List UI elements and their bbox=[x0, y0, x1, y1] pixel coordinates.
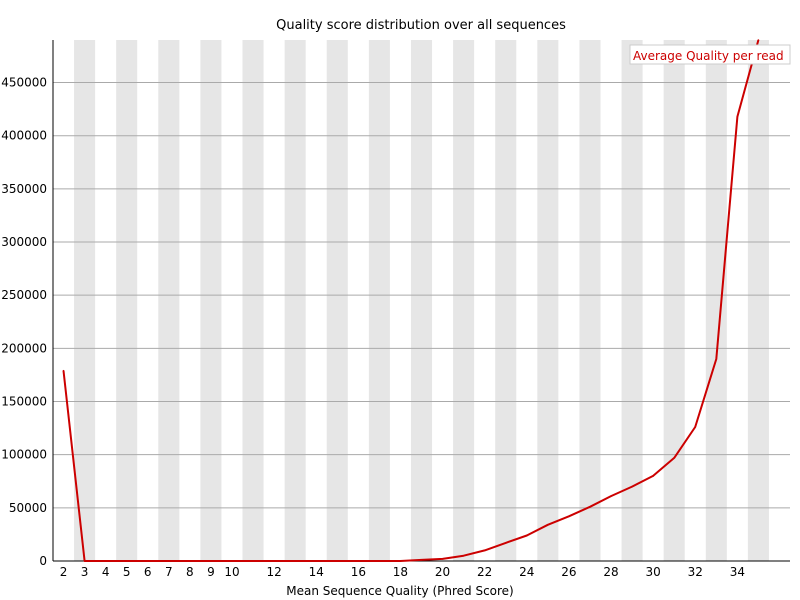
data-point-20 bbox=[441, 558, 444, 560]
data-point-14 bbox=[315, 560, 318, 562]
x-tick-label-8: 8 bbox=[186, 565, 194, 579]
data-point-19 bbox=[420, 559, 423, 561]
x-tick-label-22: 22 bbox=[477, 565, 492, 579]
data-point-16 bbox=[357, 560, 360, 562]
data-point-21 bbox=[462, 554, 465, 557]
data-point-26 bbox=[568, 515, 570, 518]
data-point-4 bbox=[104, 560, 107, 562]
y-tick-label-100000: 100000 bbox=[1, 448, 47, 462]
x-tick-label-34: 34 bbox=[730, 565, 745, 579]
data-point-9 bbox=[210, 560, 212, 562]
chart-title: Quality score distribution over all sequ… bbox=[276, 18, 566, 33]
data-point-7 bbox=[168, 560, 170, 562]
x-tick-labels: 2 3 4 5 6 7 8 9 10 12 14 16 18 20 22 24 26 28 30 32 34 bbox=[60, 565, 745, 579]
y-tick-label-200000: 200000 bbox=[1, 341, 47, 355]
data-point-31 bbox=[673, 457, 675, 459]
band-19 bbox=[410, 40, 433, 561]
x-tick-label-3: 3 bbox=[81, 565, 89, 579]
data-point-17 bbox=[378, 560, 381, 562]
x-tick-label-28: 28 bbox=[603, 565, 618, 579]
x-tick-label-20: 20 bbox=[435, 565, 450, 579]
band-31 bbox=[663, 40, 685, 561]
band-25 bbox=[537, 40, 559, 561]
y-tick-label-250000: 250000 bbox=[1, 288, 47, 302]
x-tick-label-5: 5 bbox=[123, 565, 131, 579]
data-point-3 bbox=[83, 560, 86, 562]
x-tick-label-2: 2 bbox=[60, 565, 68, 579]
band-23 bbox=[495, 40, 517, 561]
data-point-2 bbox=[62, 369, 65, 372]
band-29 bbox=[621, 40, 643, 561]
x-tick-label-9: 9 bbox=[207, 565, 215, 579]
data-point-28 bbox=[610, 495, 612, 497]
data-point-22 bbox=[483, 549, 486, 552]
y-tick-label-450000: 450000 bbox=[1, 76, 47, 90]
band-17 bbox=[368, 40, 390, 561]
x-tick-label-30: 30 bbox=[645, 565, 660, 579]
band-9 bbox=[200, 40, 222, 561]
y-tick-label-300000: 300000 bbox=[1, 235, 47, 249]
data-point-35 bbox=[757, 39, 760, 41]
y-tick-label-350000: 350000 bbox=[1, 182, 47, 196]
x-tick-label-10: 10 bbox=[224, 565, 239, 579]
data-point-30 bbox=[652, 475, 654, 477]
x-tick-label-12: 12 bbox=[266, 565, 281, 579]
data-point-12 bbox=[273, 560, 275, 562]
band-3 bbox=[74, 40, 96, 561]
data-point-34 bbox=[736, 115, 739, 118]
band-7 bbox=[158, 40, 180, 561]
data-point-33 bbox=[715, 358, 718, 360]
band-35 bbox=[747, 40, 769, 561]
data-point-29 bbox=[631, 485, 633, 488]
x-tick-label-14: 14 bbox=[309, 565, 324, 579]
x-tick-label-26: 26 bbox=[561, 565, 576, 579]
data-point-6 bbox=[146, 560, 149, 562]
x-tick-label-24: 24 bbox=[519, 565, 534, 579]
data-point-10 bbox=[231, 560, 233, 562]
x-tick-label-32: 32 bbox=[688, 565, 703, 579]
y-tick-labels: 0 50000 100000 150000 200000 250000 300000 3500… bbox=[1, 76, 47, 568]
x-tick-label-6: 6 bbox=[144, 565, 152, 579]
y-tick-label-50000: 50000 bbox=[9, 501, 47, 515]
band-27 bbox=[579, 40, 601, 561]
data-point-11 bbox=[252, 560, 254, 562]
data-point-25 bbox=[547, 524, 549, 526]
band-15 bbox=[326, 40, 348, 561]
data-point-18 bbox=[399, 560, 402, 562]
data-point-24 bbox=[525, 534, 528, 537]
data-point-5 bbox=[125, 560, 128, 562]
y-tick-label-150000: 150000 bbox=[1, 395, 47, 409]
x-axis-label: Mean Sequence Quality (Phred Score) bbox=[286, 584, 514, 598]
data-point-23 bbox=[504, 542, 507, 544]
data-point-15 bbox=[336, 560, 339, 562]
band-13 bbox=[284, 40, 306, 561]
data-point-27 bbox=[589, 505, 591, 508]
legend-box bbox=[629, 44, 791, 65]
x-tick-label-18: 18 bbox=[393, 565, 408, 579]
x-tick-label-4: 4 bbox=[102, 565, 110, 579]
data-point-32 bbox=[694, 426, 697, 428]
band-5 bbox=[116, 40, 138, 561]
alternating-bands bbox=[74, 40, 769, 561]
band-21 bbox=[453, 40, 475, 561]
legend: Average Quality per read bbox=[629, 44, 791, 65]
horizontal-gridlines bbox=[53, 82, 790, 509]
data-point-13 bbox=[294, 560, 296, 562]
y-tick-label-0: 0 bbox=[39, 554, 47, 568]
series-lines bbox=[62, 39, 760, 562]
band-11 bbox=[242, 40, 264, 561]
x-tick-label-16: 16 bbox=[351, 565, 366, 579]
data-point-8 bbox=[189, 560, 191, 562]
x-tick-label-7: 7 bbox=[165, 565, 173, 579]
y-tick-label-400000: 400000 bbox=[1, 129, 47, 143]
band-33 bbox=[705, 40, 727, 561]
legend-entry-average-quality: Average Quality per read bbox=[633, 49, 784, 63]
series-line-0 bbox=[62, 39, 760, 562]
